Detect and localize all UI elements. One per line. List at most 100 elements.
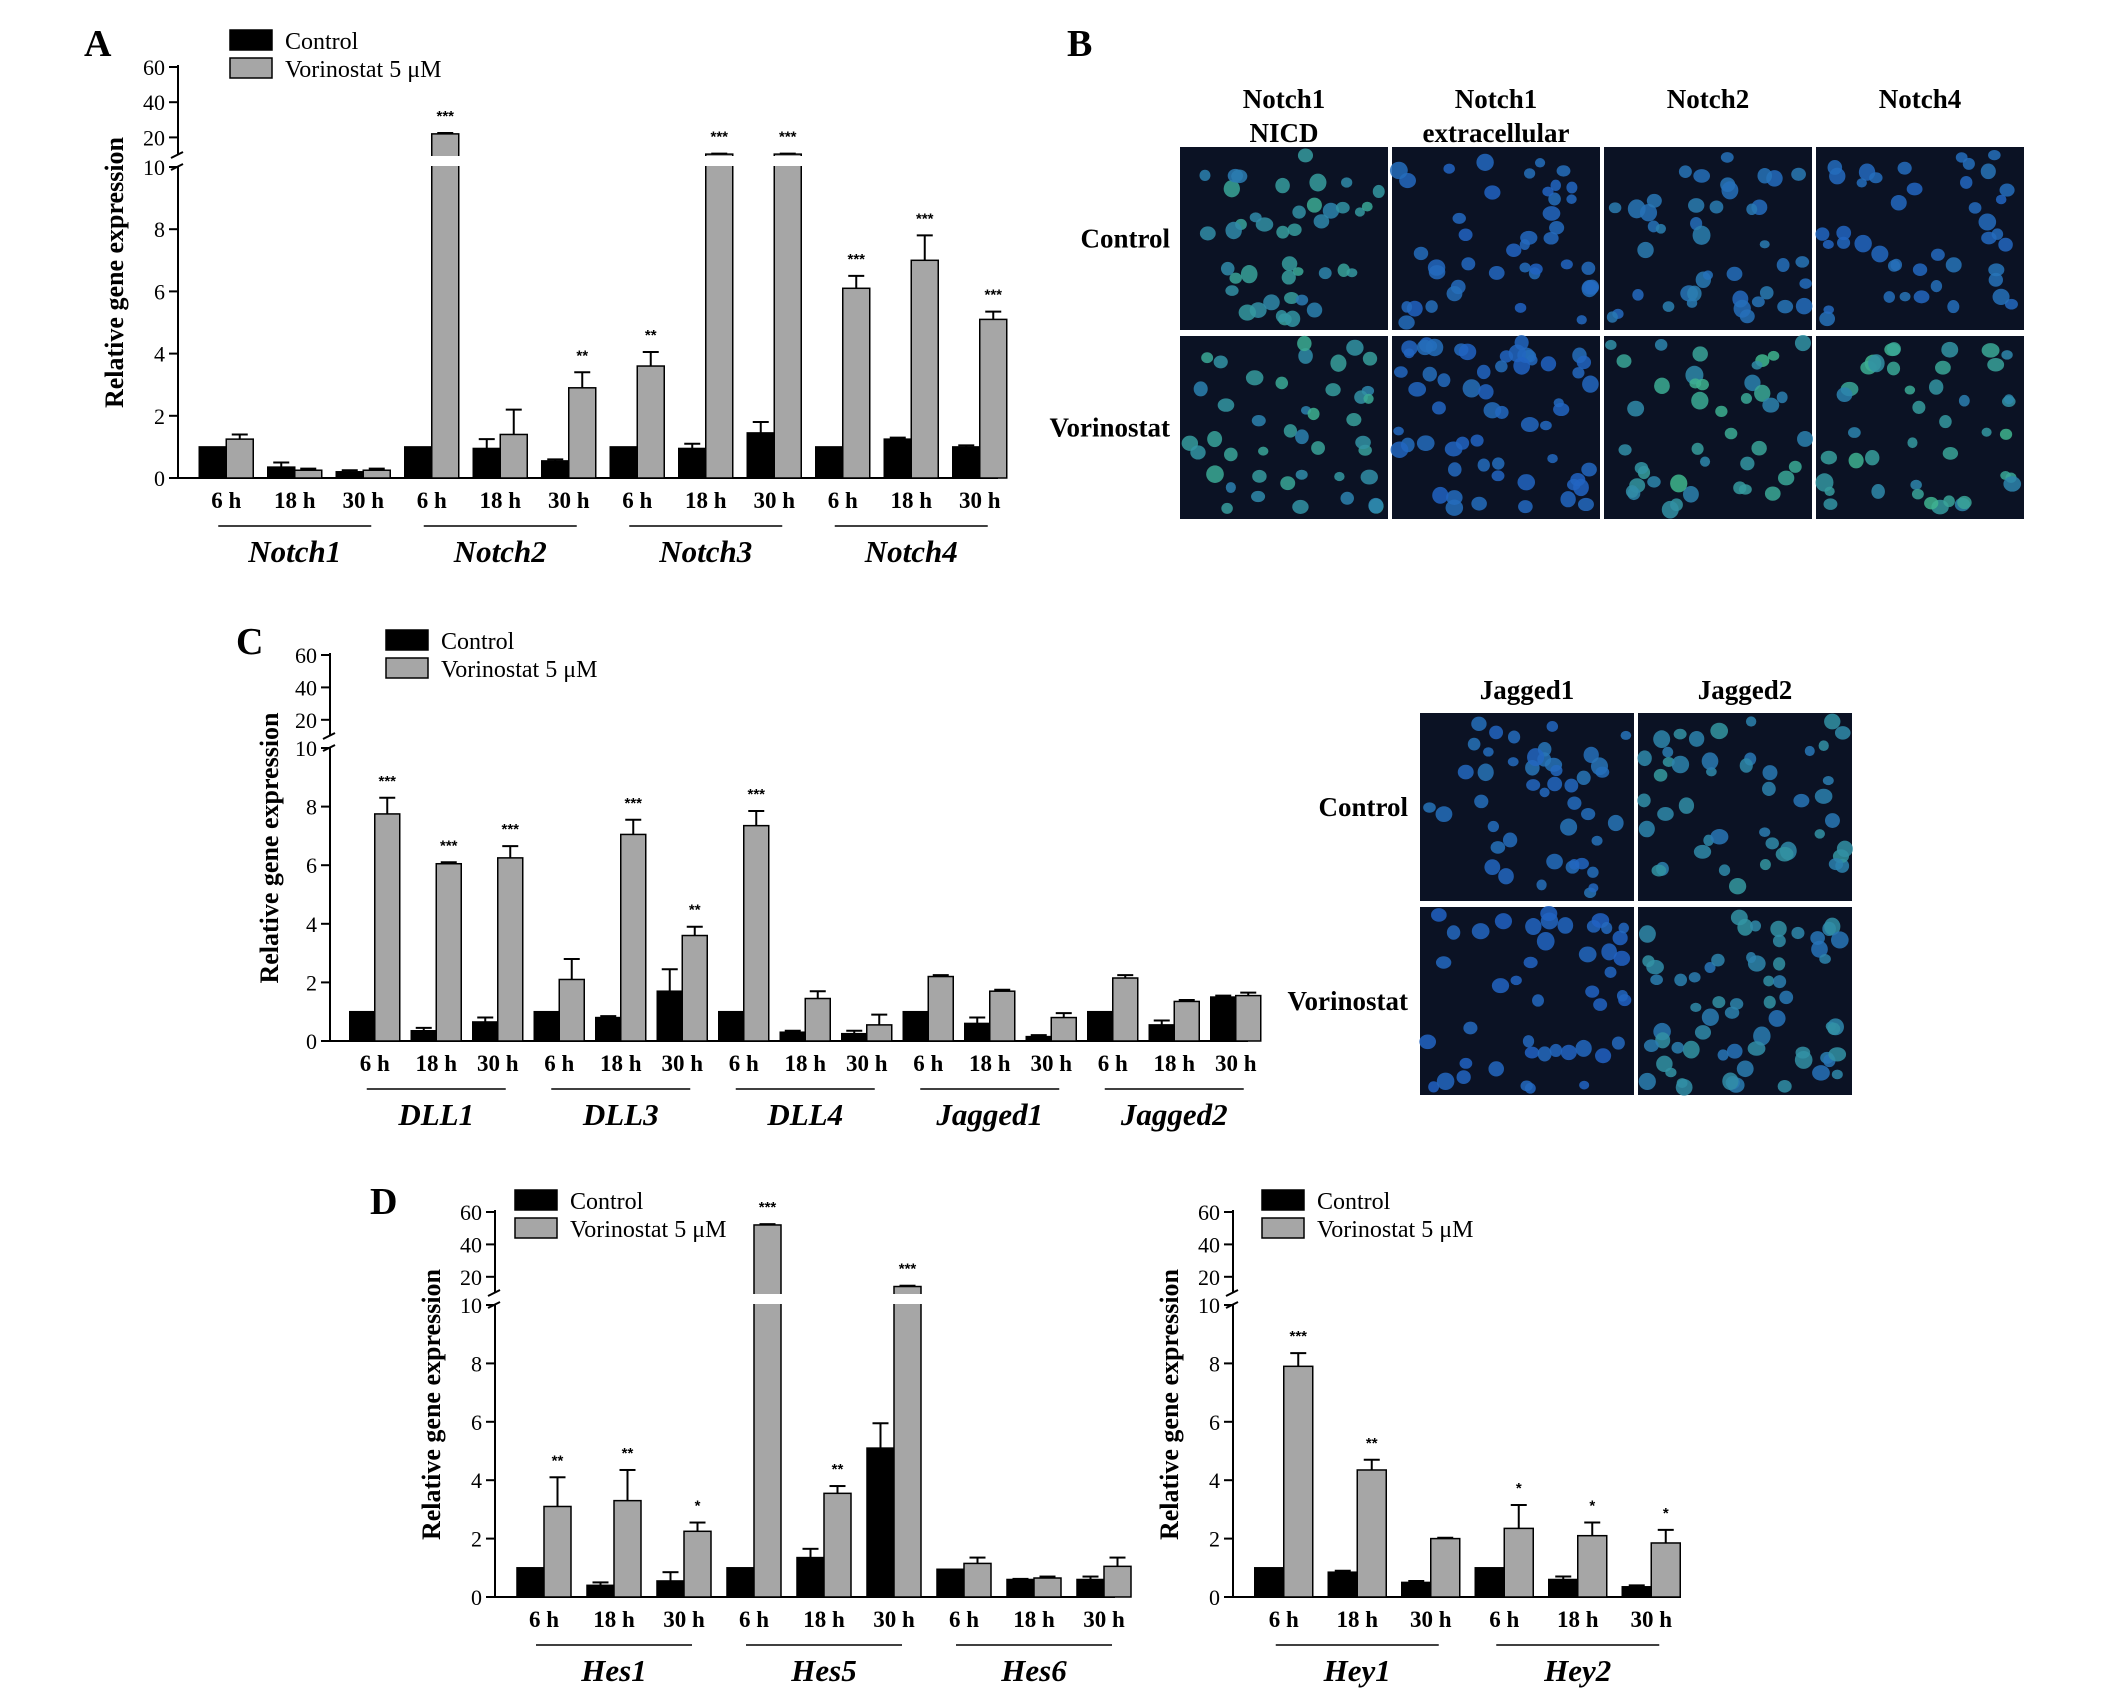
fluorescence-image bbox=[1604, 147, 1813, 330]
cell-nucleus bbox=[1542, 206, 1561, 221]
significance-label: *** bbox=[759, 1199, 777, 1216]
cell-nucleus bbox=[1751, 296, 1765, 308]
cell-nucleus bbox=[1726, 266, 1743, 282]
cell-nucleus bbox=[1507, 757, 1519, 767]
bar-vorinostat bbox=[1103, 1565, 1132, 1598]
y-tick-label: 6 bbox=[471, 1410, 482, 1435]
cell-nucleus bbox=[1930, 280, 1943, 293]
cell-nucleus bbox=[1263, 294, 1280, 311]
cell-nucleus bbox=[1824, 917, 1841, 936]
cell-nucleus bbox=[1572, 367, 1585, 379]
bar-vorinostat bbox=[1650, 1542, 1681, 1598]
cell-nucleus bbox=[1489, 725, 1504, 740]
cell-nucleus bbox=[1249, 212, 1262, 223]
bar-control bbox=[595, 1016, 622, 1042]
cell-nucleus bbox=[1437, 373, 1451, 388]
cell-nucleus bbox=[1653, 768, 1668, 782]
cell-nucleus bbox=[1337, 263, 1350, 277]
cell-nucleus bbox=[1487, 820, 1500, 833]
cell-nucleus bbox=[1398, 315, 1415, 330]
cell-nucleus bbox=[1978, 213, 1997, 231]
y-tick-label: 10 bbox=[143, 155, 165, 180]
y-tick-label: 6 bbox=[306, 853, 317, 878]
cell-nucleus bbox=[1776, 391, 1788, 404]
significance-label: *** bbox=[436, 108, 454, 125]
cell-nucleus bbox=[1987, 357, 2005, 372]
cell-nucleus bbox=[1484, 185, 1501, 200]
cell-nucleus bbox=[1543, 231, 1559, 245]
cell-nucleus bbox=[1613, 950, 1631, 966]
cell-nucleus bbox=[1457, 764, 1474, 780]
cell-nucleus bbox=[1510, 975, 1522, 986]
x-tick-label: 18 h bbox=[600, 1051, 642, 1076]
cell-nucleus bbox=[1578, 946, 1597, 963]
significance-label: ** bbox=[552, 1452, 564, 1469]
cell-nucleus bbox=[1527, 748, 1545, 767]
cell-nucleus bbox=[1462, 379, 1481, 398]
cell-nucleus bbox=[1416, 339, 1433, 356]
significance-label: * bbox=[695, 1498, 701, 1515]
x-tick-label: 30 h bbox=[342, 488, 384, 513]
x-tick-label: 30 h bbox=[1083, 1607, 1125, 1632]
legend-swatch-vorinostat bbox=[385, 657, 429, 679]
bar-vorinostat bbox=[1033, 1577, 1062, 1598]
y-tick-label: 10 bbox=[460, 1293, 482, 1318]
cell-nucleus bbox=[1906, 182, 1923, 196]
cell-nucleus bbox=[1502, 832, 1518, 848]
bar-control bbox=[866, 1447, 895, 1598]
legend-swatch-control bbox=[385, 629, 429, 651]
cell-nucleus bbox=[1458, 228, 1473, 242]
cell-nucleus bbox=[1287, 223, 1302, 236]
cell-nucleus bbox=[1448, 462, 1462, 477]
image-column-header: extracellular bbox=[1423, 118, 1570, 148]
cell-nucleus bbox=[1432, 486, 1449, 504]
cell-nucleus bbox=[1225, 221, 1242, 240]
cell-nucleus bbox=[1251, 414, 1266, 427]
cell-nucleus bbox=[1298, 348, 1313, 364]
cell-nucleus bbox=[1883, 291, 1895, 303]
cell-nucleus bbox=[1423, 802, 1436, 813]
y-axis-label: Relative gene expression bbox=[417, 1268, 446, 1540]
image-column-header: Notch1 bbox=[1243, 84, 1326, 114]
cell-nucleus bbox=[1886, 361, 1901, 376]
cell-nucleus bbox=[1729, 998, 1744, 1010]
gene-label: Hes5 bbox=[790, 1653, 856, 1688]
cell-nucleus bbox=[1999, 183, 2015, 197]
cell-nucleus bbox=[1587, 866, 1599, 878]
image-column-header: Notch1 bbox=[1455, 84, 1538, 114]
cell-nucleus bbox=[1638, 1072, 1656, 1091]
cell-nucleus bbox=[1413, 246, 1429, 261]
cell-nucleus bbox=[1690, 1002, 1702, 1013]
cell-nucleus bbox=[1514, 302, 1527, 313]
y-tick-label: 60 bbox=[295, 643, 317, 668]
bar-control bbox=[404, 446, 433, 479]
cell-nucleus bbox=[1467, 737, 1481, 751]
cell-nucleus bbox=[1346, 413, 1362, 427]
cell-nucleus bbox=[1255, 217, 1274, 232]
cell-nucleus bbox=[1224, 447, 1238, 462]
cell-nucleus bbox=[1818, 740, 1829, 752]
cell-nucleus bbox=[1330, 354, 1347, 372]
cell-nucleus bbox=[1354, 207, 1365, 217]
image-background bbox=[1638, 713, 1852, 901]
cell-nucleus bbox=[1225, 285, 1239, 296]
legend-swatch-control bbox=[229, 29, 273, 51]
bar-vorinostat bbox=[499, 433, 528, 479]
cell-nucleus bbox=[1601, 921, 1613, 935]
cell-nucleus bbox=[1911, 488, 1924, 500]
cell-nucleus bbox=[1311, 441, 1325, 455]
cell-nucleus bbox=[1446, 490, 1463, 505]
bar-vorinostat bbox=[543, 1505, 572, 1598]
cell-nucleus bbox=[1759, 240, 1770, 249]
x-tick-label: 30 h bbox=[663, 1607, 705, 1632]
cell-nucleus bbox=[1819, 311, 1836, 327]
cell-nucleus bbox=[1638, 925, 1656, 943]
cell-nucleus bbox=[1890, 194, 1907, 211]
legend-swatch-control bbox=[1261, 1189, 1305, 1211]
bar-axis-break bbox=[703, 156, 735, 166]
cell-nucleus bbox=[1390, 441, 1409, 458]
significance-label: ** bbox=[832, 1461, 844, 1478]
cell-nucleus bbox=[1749, 920, 1762, 932]
cell-nucleus bbox=[1721, 181, 1739, 200]
cell-nucleus bbox=[1276, 225, 1290, 239]
